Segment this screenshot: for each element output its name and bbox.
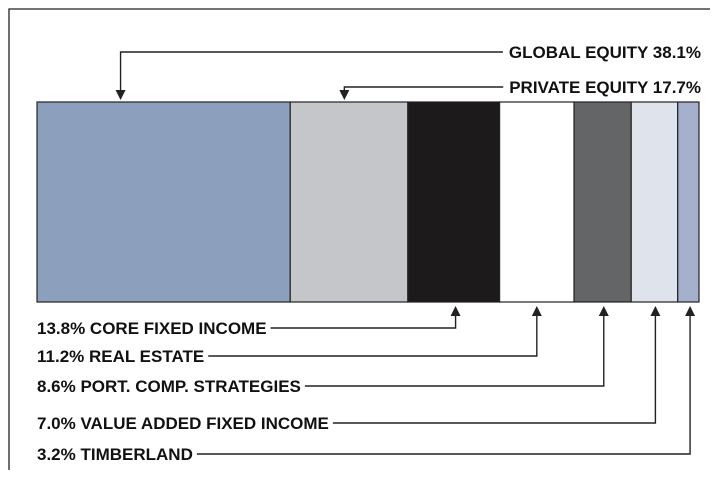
leader-value-added-fixed-income [332,316,657,424]
leader-port-comp-strategies-arrowhead [598,306,609,316]
segment-core-fixed-income [407,101,501,303]
leader-core-fixed-income-arrowhead [450,306,461,316]
segment-global-equity [36,101,291,303]
leader-global-equity-arrowhead [115,90,126,100]
frame-border [8,8,710,470]
leader-value-added-fixed-income-arrowhead [650,306,661,316]
leader-global-equity [119,51,503,90]
label-global-equity: GLOBAL EQUITY 38.1% [509,43,701,62]
leader-lines [115,51,696,455]
stacked-bar [36,101,700,303]
segment-port-comp-strategies [573,101,632,303]
leader-private-equity [343,86,504,90]
segment-real-estate [499,101,575,303]
label-real-estate: 11.2% REAL ESTATE [37,347,204,366]
leader-real-estate-arrowhead [531,306,542,316]
segment-value-added-fixed-income [630,101,679,303]
leader-real-estate [208,316,538,357]
leader-timberland-arrowhead [685,306,696,316]
label-core-fixed-income: 13.8% CORE FIXED INCOME [37,319,267,338]
label-private-equity: PRIVATE EQUITY 17.7% [509,78,701,97]
leader-private-equity-arrowhead [339,90,350,100]
label-value-added-fixed-income: 7.0% VALUE ADDED FIXED INCOME [37,414,329,433]
leader-core-fixed-income [270,316,457,329]
label-timberland: 3.2% TIMBERLAND [37,445,193,464]
label-port-comp-strategies: 8.6% PORT. COMP. STRATEGIES [37,377,301,396]
segment-private-equity [289,101,409,303]
leader-timberland [196,316,691,455]
leader-port-comp-strategies [304,316,605,387]
segment-timberland [677,101,700,303]
data-labels: GLOBAL EQUITY 38.1% PRIVATE EQUITY 17.7% 1… [37,43,701,464]
